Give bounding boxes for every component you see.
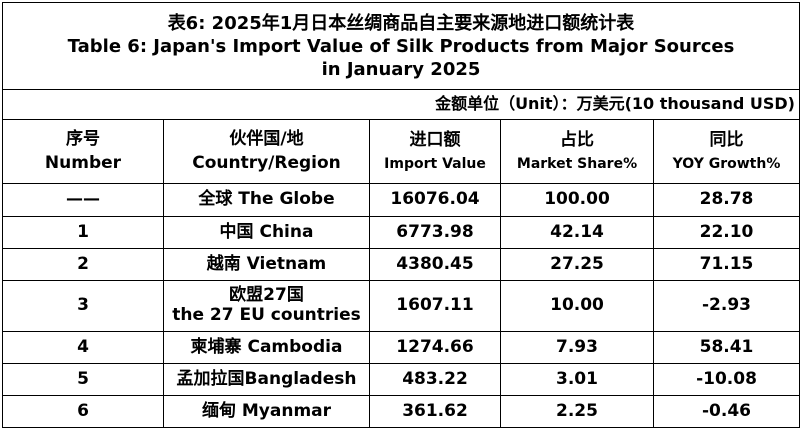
cell-import-value: 361.62	[369, 395, 501, 428]
table-row: 3 欧盟27国 the 27 EU countries 1607.11 10.0…	[2, 280, 800, 332]
header-yoy-growth: 同比 YOY Growth%	[653, 119, 800, 184]
cell-market-share: 10.00	[500, 280, 654, 332]
cell-import-value: 4380.45	[369, 248, 501, 281]
cell-import-value: 1607.11	[369, 280, 501, 332]
cell-yoy-growth: -0.46	[653, 395, 800, 428]
cell-market-share: 7.93	[500, 331, 654, 364]
cell-market-share: 27.25	[500, 248, 654, 281]
title-zh: 表6: 2025年1月日本丝绸商品自主要来源地进口额统计表	[167, 12, 635, 34]
cell-country: 中国 China	[163, 216, 370, 249]
header-number-zh: 序号	[66, 128, 100, 149]
cell-country-en: the 27 EU countries	[172, 305, 361, 325]
header-row: 序号 Number 伙伴国/地 Country/Region 进口额 Impor…	[2, 119, 800, 184]
cell-yoy-growth: 58.41	[653, 331, 800, 364]
header-yoy-growth-en: YOY Growth%	[672, 156, 781, 173]
cell-yoy-growth: -10.08	[653, 363, 800, 396]
cell-yoy-growth: -2.93	[653, 280, 800, 332]
title-en-line2: in January 2025	[321, 58, 481, 80]
header-market-share-en: Market Share%	[516, 156, 638, 173]
header-country-zh: 伙伴国/地	[229, 128, 304, 149]
table-row: 2 越南 Vietnam 4380.45 27.25 71.15	[2, 248, 800, 281]
cell-country-zh: 欧盟27国	[229, 285, 304, 306]
table-title: 表6: 2025年1月日本丝绸商品自主要来源地进口额统计表 Table 6: J…	[2, 2, 800, 90]
cell-number: ——	[2, 183, 164, 217]
cell-import-value: 1274.66	[369, 331, 501, 364]
header-number: 序号 Number	[2, 119, 164, 184]
import-value-table: 表6: 2025年1月日本丝绸商品自主要来源地进口额统计表 Table 6: J…	[2, 2, 800, 428]
cell-yoy-growth: 22.10	[653, 216, 800, 249]
cell-country: 欧盟27国 the 27 EU countries	[163, 280, 370, 332]
cell-number: 5	[2, 363, 164, 396]
title-en-line1: Table 6: Japan's Import Value of Silk Pr…	[67, 35, 735, 57]
cell-import-value: 6773.98	[369, 216, 501, 249]
header-market-share: 占比 Market Share%	[500, 119, 654, 184]
table-row: 5 孟加拉国Bangladesh 483.22 3.01 -10.08	[2, 363, 800, 396]
cell-yoy-growth: 71.15	[653, 248, 800, 281]
table-row: 6 缅甸 Myanmar 361.62 2.25 -0.46	[2, 395, 800, 428]
table-row: —— 全球 The Globe 16076.04 100.00 28.78	[2, 183, 800, 217]
table-row: 1 中国 China 6773.98 42.14 22.10	[2, 216, 800, 249]
cell-country: 越南 Vietnam	[163, 248, 370, 281]
cell-country: 全球 The Globe	[163, 183, 370, 217]
cell-import-value: 483.22	[369, 363, 501, 396]
header-country: 伙伴国/地 Country/Region	[163, 119, 370, 184]
cell-number: 1	[2, 216, 164, 249]
cell-number: 3	[2, 280, 164, 332]
header-market-share-zh: 占比	[560, 129, 594, 150]
cell-market-share: 42.14	[500, 216, 654, 249]
header-country-en: Country/Region	[192, 152, 341, 173]
cell-country: 柬埔寨 Cambodia	[163, 331, 370, 364]
table-row: 4 柬埔寨 Cambodia 1274.66 7.93 58.41	[2, 331, 800, 364]
cell-market-share: 3.01	[500, 363, 654, 396]
cell-country: 缅甸 Myanmar	[163, 395, 370, 428]
header-import-value-zh: 进口额	[409, 129, 461, 150]
cell-country: 孟加拉国Bangladesh	[163, 363, 370, 396]
header-number-en: Number	[44, 152, 122, 173]
cell-number: 4	[2, 331, 164, 364]
cell-number: 2	[2, 248, 164, 281]
cell-market-share: 100.00	[500, 183, 654, 217]
cell-number: 6	[2, 395, 164, 428]
unit-label: 金额单位（Unit）：万美元(10 thousand USD)	[2, 89, 800, 120]
cell-yoy-growth: 28.78	[653, 183, 800, 217]
header-yoy-growth-zh: 同比	[709, 129, 744, 150]
header-import-value-en: Import Value	[384, 156, 486, 173]
cell-import-value: 16076.04	[369, 183, 501, 217]
header-import-value: 进口额 Import Value	[369, 119, 501, 184]
cell-market-share: 2.25	[500, 395, 654, 428]
